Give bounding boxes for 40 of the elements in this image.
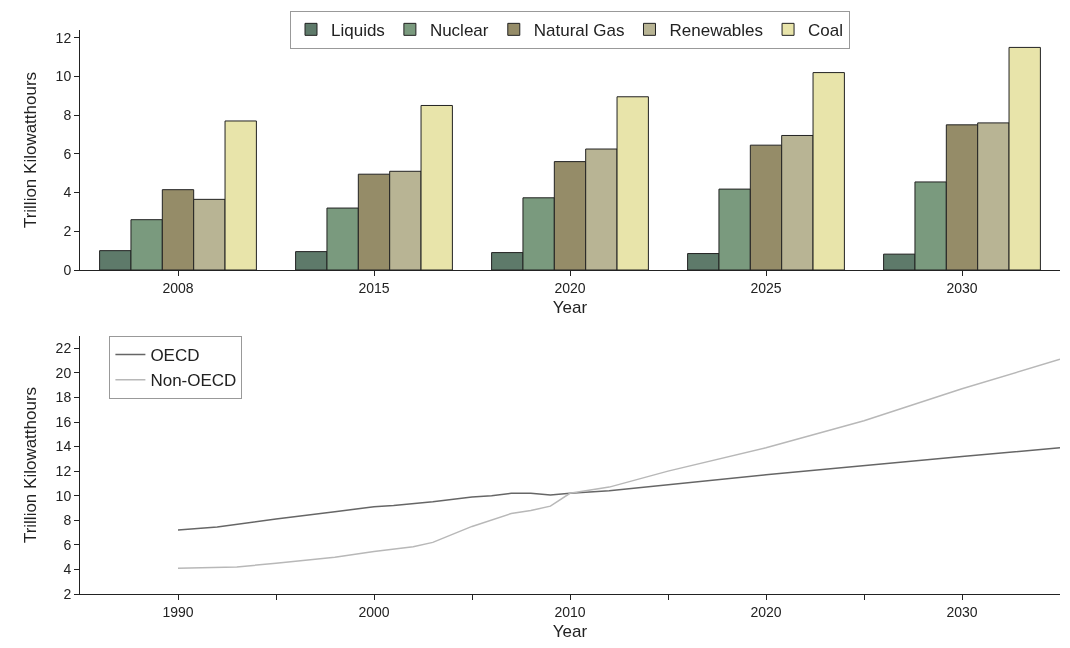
x-tick-label: 2000 <box>358 603 390 620</box>
legend-label: Nuclear <box>429 20 489 40</box>
y-tick-label: 14 <box>55 438 72 455</box>
x-axis-title: Year <box>552 622 588 642</box>
y-tick-label: 4 <box>63 561 72 578</box>
y-tick-label: 2 <box>63 585 72 602</box>
legend-label: OECD <box>150 346 200 366</box>
y-tick-label: 16 <box>55 413 72 430</box>
x-tick-label: 2015 <box>358 279 390 296</box>
line-series <box>177 447 1060 531</box>
legend-label: Renewables <box>669 20 764 40</box>
x-tick-label: 2030 <box>946 279 978 296</box>
x-tick-label: 2008 <box>162 279 194 296</box>
y-tick-label: 12 <box>55 29 72 46</box>
y-tick-label: 22 <box>55 340 72 357</box>
y-tick-label: 2 <box>63 223 72 240</box>
x-axis-title: Year <box>552 298 588 318</box>
legend-label: Natural Gas <box>533 20 625 40</box>
legend-label: Non-OECD <box>150 371 237 391</box>
x-tick-label: 2010 <box>554 603 586 620</box>
x-tick-label: 2020 <box>750 603 782 620</box>
x-tick-label: 2020 <box>554 279 586 296</box>
x-tick-label: 1990 <box>162 603 194 620</box>
y-tick-label: 6 <box>63 145 72 162</box>
y-tick-label: 10 <box>55 487 72 504</box>
y-tick-label: 6 <box>63 536 72 553</box>
y-tick-label: 8 <box>63 107 72 124</box>
y-tick-label: 10 <box>55 68 72 85</box>
legend-label: Liquids <box>331 20 385 40</box>
x-tick-label: 2025 <box>750 279 782 296</box>
y-tick-label: 8 <box>63 512 72 529</box>
y-tick-label: 20 <box>55 364 72 381</box>
y-tick-label: 12 <box>55 463 72 480</box>
y-tick-label: 4 <box>63 184 72 201</box>
y-axis-title: Trillion Kilowatthours <box>21 386 40 544</box>
legend-label: Coal <box>808 20 844 40</box>
y-tick-label: 0 <box>63 261 72 278</box>
y-tick-label: 18 <box>55 389 72 406</box>
y-axis-title: Trillion Kilowatthours <box>21 71 40 229</box>
x-tick-label: 2030 <box>946 603 978 620</box>
